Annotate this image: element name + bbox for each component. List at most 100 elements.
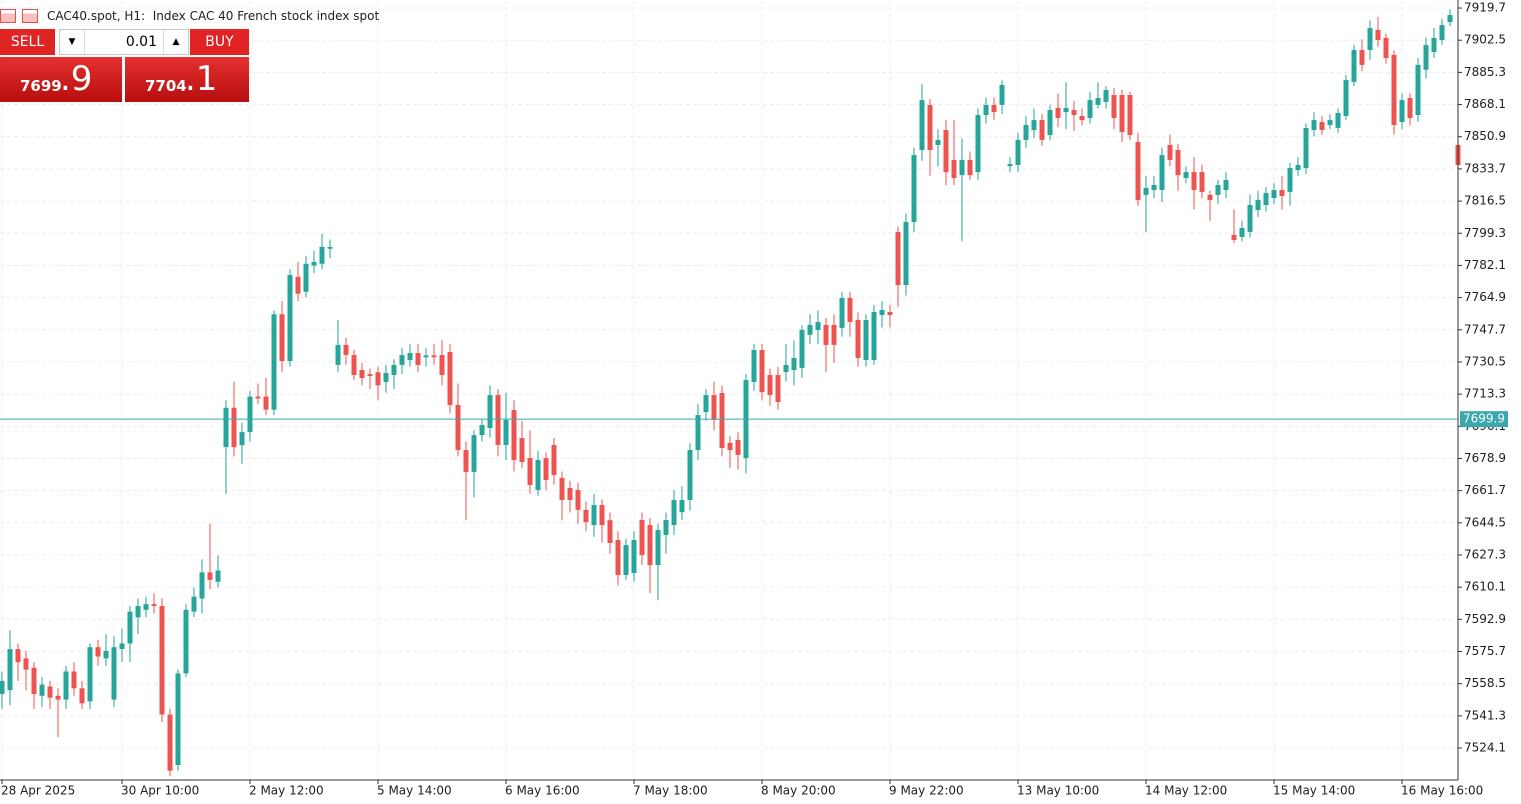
y-tick-label: 7816.5: [1464, 194, 1506, 208]
candle-body: [839, 297, 845, 328]
candle-body: [719, 392, 725, 448]
candle-body: [439, 355, 445, 376]
candle-body: [1199, 172, 1205, 192]
candle-body: [1127, 95, 1133, 136]
candle-body: [1031, 120, 1037, 130]
candle-body: [1071, 109, 1077, 116]
sell-price[interactable]: 7699 .9: [0, 57, 122, 102]
y-tick-label: 7678.9: [1464, 451, 1506, 465]
candle-body: [1239, 228, 1245, 237]
candle-body: [671, 499, 677, 526]
candle-body: [815, 321, 821, 330]
candle-body: [583, 509, 589, 523]
y-tick-label: 7747.7: [1464, 322, 1506, 336]
icon: [0, 9, 16, 23]
candle-body: [935, 139, 941, 145]
buy-button[interactable]: BUY: [190, 29, 249, 55]
candle-body: [391, 364, 397, 376]
candle-body: [1079, 115, 1085, 121]
candle-body: [1191, 172, 1197, 191]
candle-body: [423, 355, 429, 358]
y-tick-label: 7592.9: [1464, 612, 1506, 626]
y-tick-label: 7524.1: [1464, 741, 1506, 755]
candle-body: [519, 438, 525, 463]
candle-body: [567, 488, 573, 500]
candle-body: [943, 130, 949, 173]
candle-body: [191, 596, 197, 612]
candle-body: [1055, 107, 1061, 119]
candle-body: [759, 349, 765, 393]
candle-body: [1151, 184, 1157, 191]
candle-body: [591, 505, 597, 526]
candle-body: [791, 358, 797, 370]
candle-body: [607, 520, 613, 544]
candle-body: [951, 159, 957, 179]
price-main: 7699: [20, 77, 62, 95]
candle-body: [95, 647, 101, 657]
decrement[interactable]: ▼: [60, 30, 85, 54]
candle-body: [1295, 164, 1301, 171]
candle-body: [143, 604, 149, 610]
volume-box[interactable]: ▼ 0.01 ▲: [59, 29, 189, 55]
x-tick-label: 14 May 12:00: [1145, 784, 1227, 798]
candle-body: [231, 407, 237, 448]
candle-body: [527, 458, 533, 486]
candle-body: [687, 450, 693, 500]
candle-body: [911, 155, 917, 223]
x-tick-label: 30 Apr 10:00: [121, 784, 199, 798]
candle-body: [543, 458, 549, 480]
candle-body: [1175, 150, 1181, 176]
y-tick-label: 7850.9: [1464, 129, 1506, 143]
symbol-title: CAC40.spot, H1: Index CAC 40 French stoc…: [47, 9, 380, 23]
candle-body: [1423, 45, 1429, 70]
candle-body: [431, 355, 437, 358]
candle-body: [1047, 109, 1053, 136]
candle-body: [1359, 49, 1365, 65]
candle-body: [295, 276, 301, 294]
candle-body: [0, 680, 5, 694]
candle-body: [407, 352, 413, 361]
candle-body: [735, 439, 741, 455]
candle-body: [1311, 120, 1317, 130]
y-tick-label: 7919.7: [1464, 1, 1506, 15]
y-tick-label: 7575.7: [1464, 644, 1506, 658]
candle-body: [551, 444, 557, 475]
candle-body: [847, 297, 853, 322]
buy-price[interactable]: 7704 .1: [125, 57, 249, 102]
candle-body: [535, 459, 541, 491]
candle-body: [247, 396, 253, 433]
candle-body: [1343, 80, 1349, 116]
y-tick-label: 7868.1: [1464, 97, 1506, 111]
candle-body: [487, 395, 493, 428]
candle-body: [903, 222, 909, 286]
candle-body: [1367, 28, 1373, 50]
candle-body: [327, 246, 333, 249]
sell-button[interactable]: SELL: [0, 29, 55, 55]
candle-body: [1007, 164, 1013, 167]
candle-body: [983, 104, 989, 116]
y-tick-label: 7902.5: [1464, 33, 1506, 47]
candle-body: [1215, 184, 1221, 195]
candle-body: [207, 572, 213, 580]
x-tick-label: 9 May 22:00: [889, 784, 964, 798]
x-tick-label: 6 May 16:00: [505, 784, 580, 798]
candle-body: [695, 415, 701, 451]
x-tick-label: 8 May 20:00: [761, 784, 836, 798]
candle-body: [279, 314, 285, 362]
candle-body: [1111, 95, 1117, 119]
volume[interactable]: 0.01: [125, 34, 157, 50]
candle-body: [1135, 141, 1141, 200]
increment[interactable]: ▲: [163, 30, 188, 54]
candle-body: [71, 671, 77, 689]
y-tick-label: 7558.5: [1464, 676, 1506, 690]
candle-body: [807, 324, 813, 335]
bid-label-box: [1460, 411, 1508, 428]
candle-body: [879, 309, 885, 315]
candle-body: [1279, 190, 1285, 197]
candle-body: [1159, 155, 1165, 191]
candle-body: [1399, 100, 1405, 122]
candle-body: [311, 261, 317, 266]
candle-body: [1255, 199, 1261, 211]
candle-body: [1143, 187, 1149, 195]
candle-body: [1383, 37, 1389, 58]
